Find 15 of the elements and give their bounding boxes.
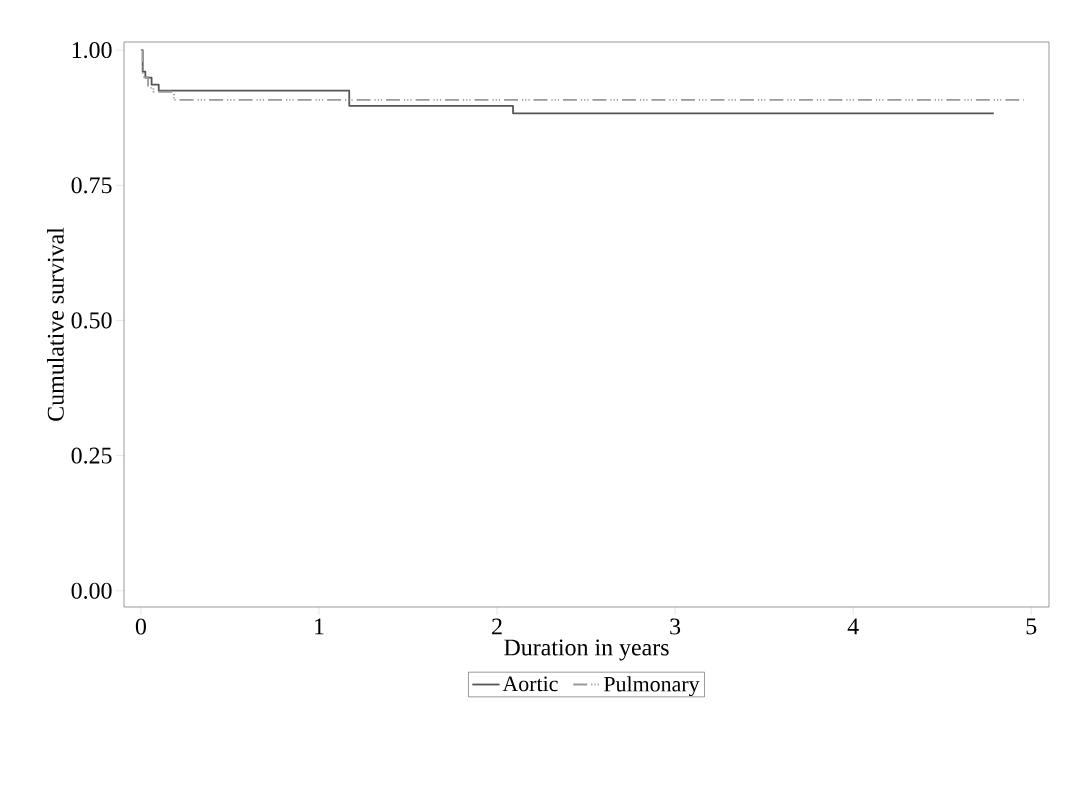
y-axis-title: Cumulative survival [47, 227, 64, 421]
x-tick-label: 1 [315, 618, 324, 635]
y-tick-label: 0.50 [71, 312, 112, 329]
x-tick-label: 3 [670, 618, 681, 635]
x-tick-label: 0 [135, 618, 146, 635]
x-axis-title: Duration in years [504, 639, 669, 661]
y-tick-label: 0.75 [71, 177, 112, 194]
legend-label: Aortic [502, 676, 558, 692]
x-tick-label: 5 [1026, 618, 1037, 635]
y-tick-label: 0.25 [71, 447, 112, 464]
x-tick-label: 2 [492, 618, 502, 635]
legend-label: Pulmonary [604, 676, 700, 697]
x-tick-label: 4 [847, 618, 859, 635]
y-tick-label: 1.00 [72, 41, 112, 59]
y-tick-label: 0.00 [71, 582, 112, 599]
